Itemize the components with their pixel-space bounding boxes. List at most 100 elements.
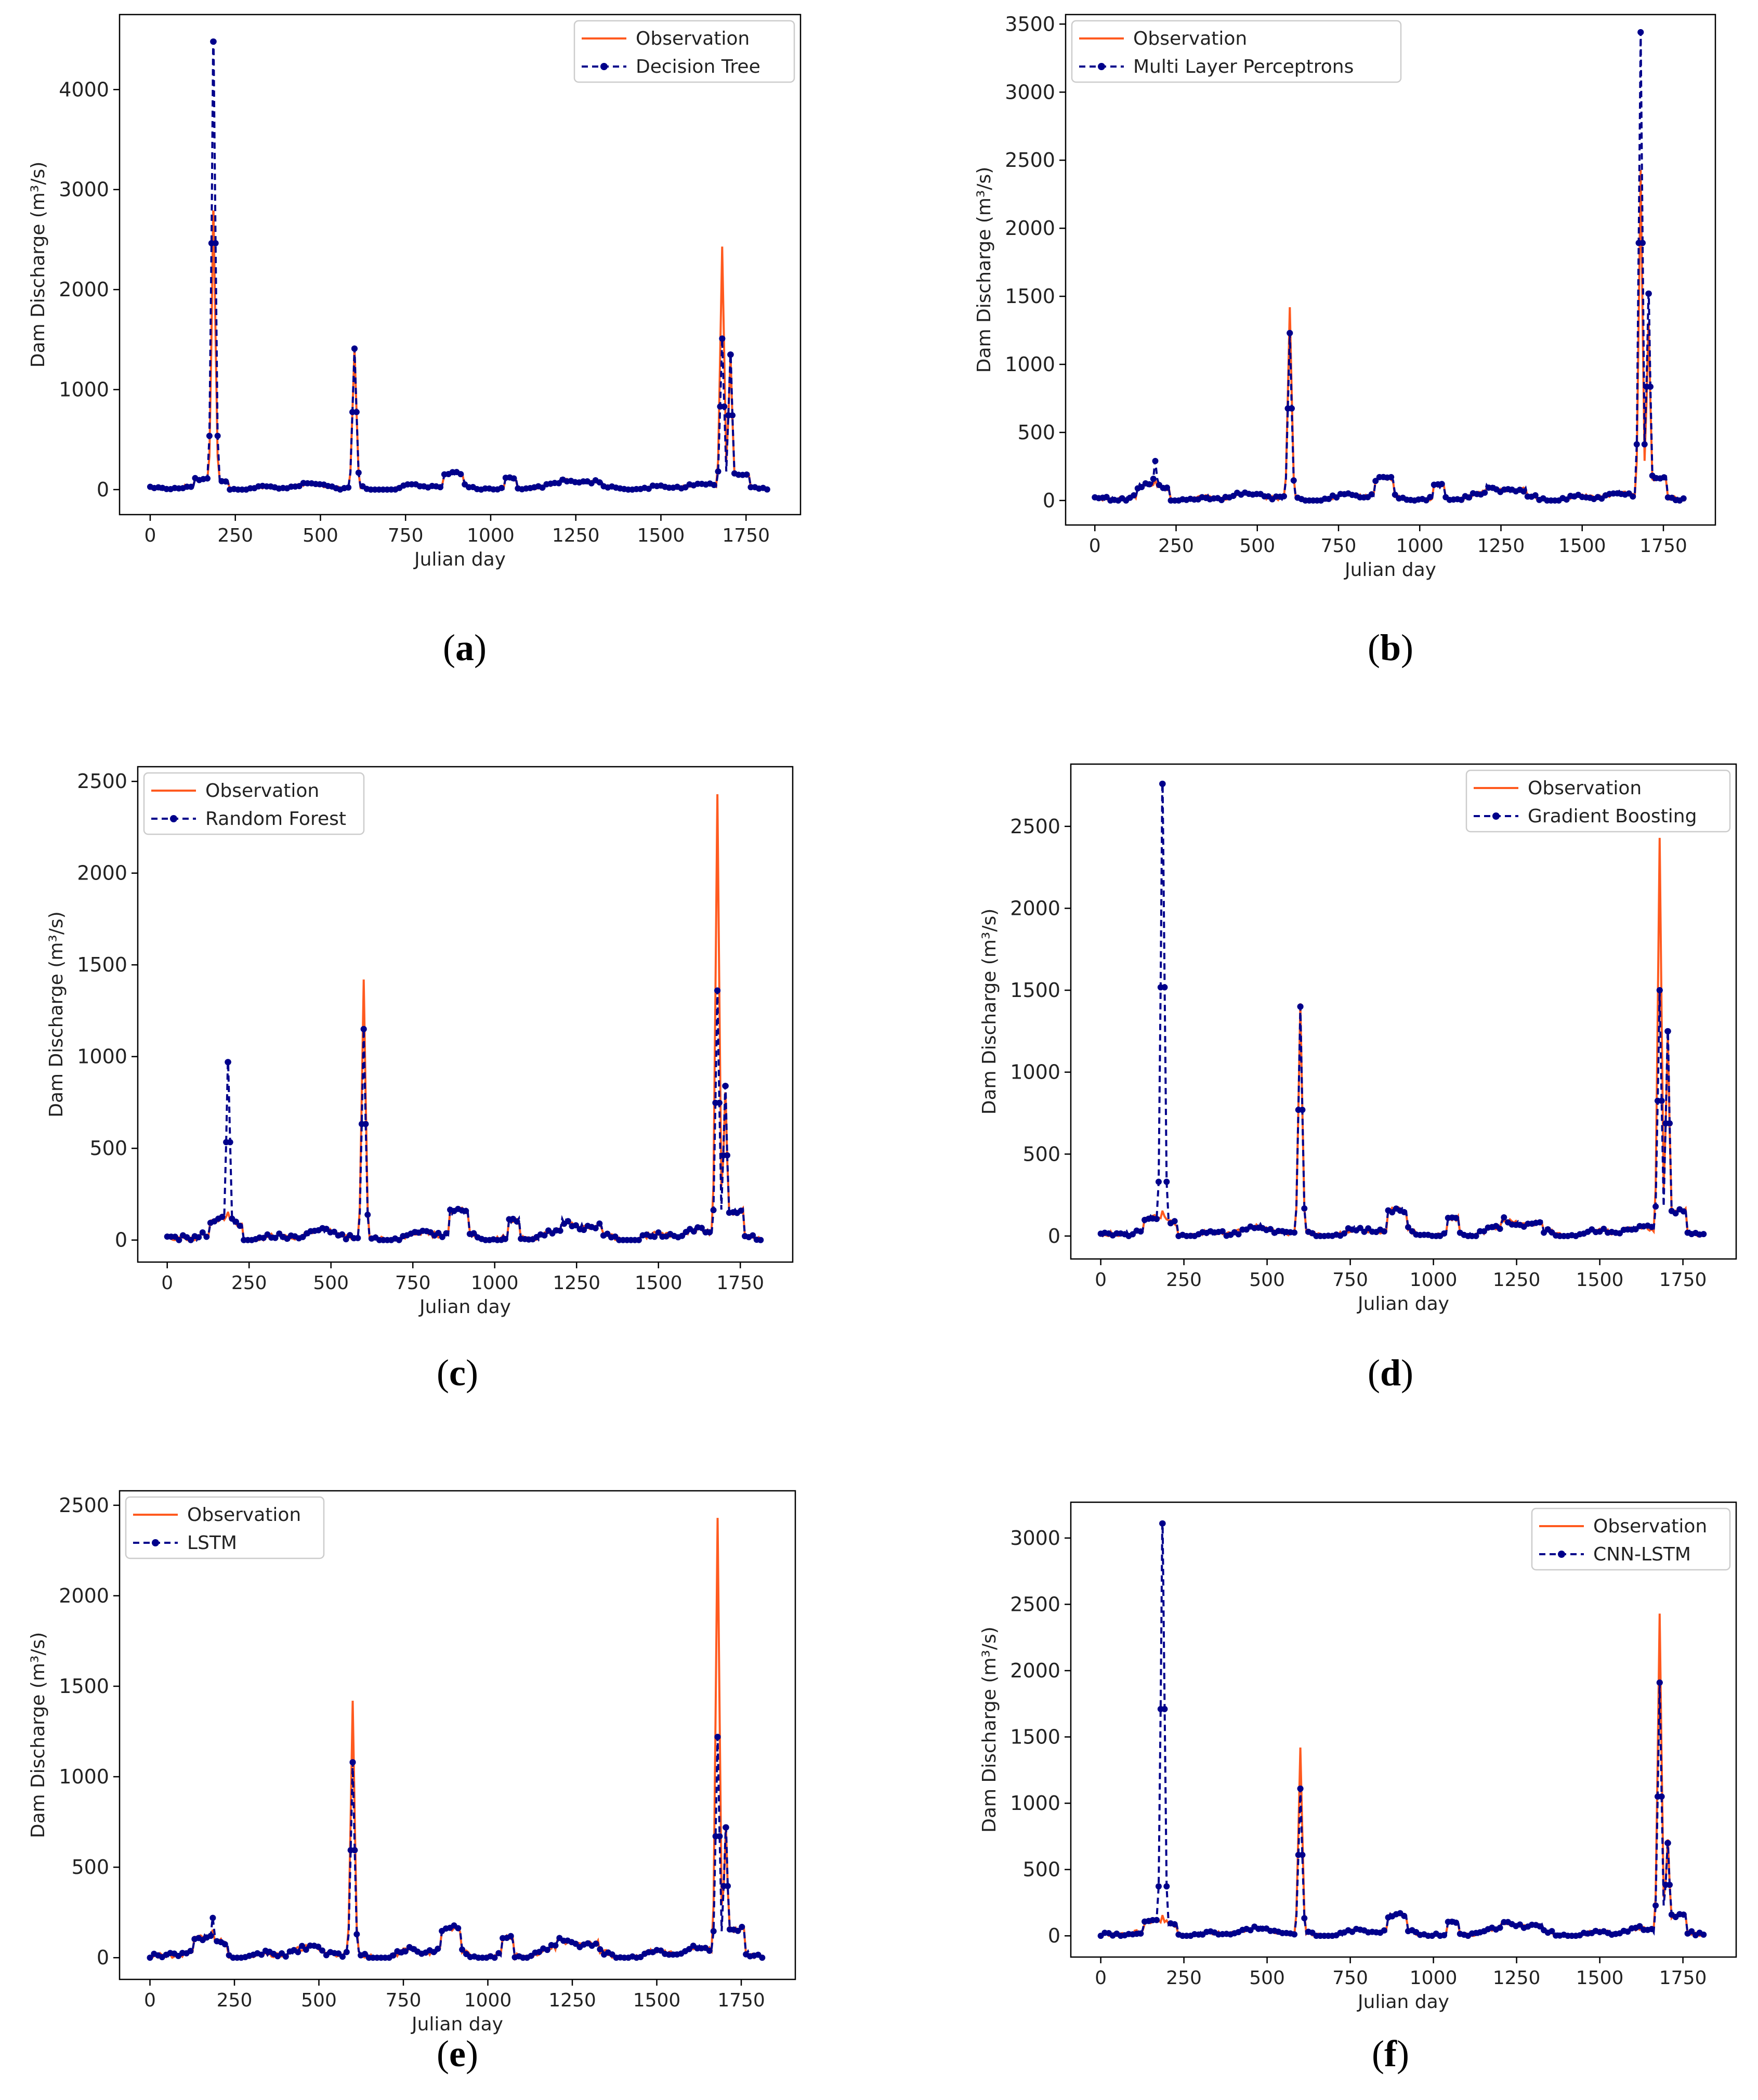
prediction-point [1297, 1003, 1304, 1010]
prediction-point [463, 1208, 469, 1214]
x-tick-label: 250 [1166, 1269, 1202, 1291]
prediction-point [596, 479, 603, 485]
x-tick-label: 1250 [1477, 535, 1525, 557]
prediction-point [1532, 492, 1539, 498]
prediction-point [1680, 1208, 1687, 1215]
y-tick-label: 1000 [77, 1045, 127, 1068]
prediction-point [1290, 477, 1297, 484]
prediction-point [635, 1237, 642, 1243]
prediction-point [714, 987, 721, 994]
prediction-point [402, 1948, 409, 1955]
prediction-point [1637, 29, 1644, 36]
prediction-point [572, 1222, 579, 1229]
prediction-point [1667, 1881, 1673, 1888]
prediction-point [396, 1237, 402, 1243]
prediction-point [690, 1228, 697, 1235]
prediction-point [1291, 1931, 1298, 1938]
prediction-point [1700, 1931, 1707, 1938]
prediction-point [1639, 240, 1646, 246]
prediction-point [364, 1211, 371, 1218]
prediction-point [210, 38, 217, 45]
y-tick-label: 0 [97, 1946, 109, 1969]
y-tick-label: 2500 [1010, 815, 1060, 838]
prediction-point [339, 1953, 346, 1960]
prediction-point [1171, 1218, 1178, 1225]
prediction-point [1652, 1203, 1659, 1210]
y-tick-label: 2500 [1005, 149, 1055, 172]
prediction-point [1700, 1231, 1707, 1238]
prediction-point [1537, 1219, 1543, 1226]
prediction-point [207, 1933, 214, 1939]
x-tick-label: 0 [161, 1272, 173, 1294]
y-tick-label: 1500 [1010, 1726, 1060, 1749]
x-tick-label: 1250 [553, 1272, 600, 1294]
x-tick-label: 1750 [717, 1990, 765, 2011]
x-axis-label: Julian day [1357, 1991, 1449, 2013]
prediction-point [209, 1914, 216, 1921]
prediction-point [206, 432, 213, 439]
x-axis-label: Julian day [1344, 559, 1436, 581]
prediction-point [343, 1236, 349, 1243]
prediction-point [507, 1933, 514, 1939]
prediction-point [679, 1232, 686, 1239]
x-tick-label: 750 [1332, 1269, 1368, 1291]
y-tick-label: 1000 [1010, 1061, 1060, 1084]
y-tick-label: 3000 [1005, 81, 1055, 103]
x-tick-label: 1500 [1576, 1967, 1624, 1989]
prediction-point [557, 1227, 563, 1234]
prediction-point [698, 1225, 705, 1231]
prediction-point [1381, 1228, 1387, 1235]
prediction-point [1652, 1902, 1659, 1909]
prediction-point [719, 335, 726, 342]
legend-box [143, 772, 365, 835]
x-tick-label: 250 [1166, 1967, 1202, 1989]
prediction-point [716, 1099, 723, 1106]
prediction-point [1636, 1923, 1643, 1930]
x-tick-label: 500 [1249, 1967, 1285, 1989]
prediction-point [1161, 984, 1168, 991]
prediction-point [1401, 1912, 1408, 1919]
prediction-point [362, 1121, 369, 1127]
prediction-point [724, 1152, 730, 1159]
x-tick-label: 1500 [637, 525, 685, 546]
chart-panel-f: 0 250 500 750 1000 1250 1500 1750 0 500 1000 1500 20… [915, 1481, 1757, 2043]
prediction-point [1152, 457, 1159, 464]
prediction-point [1281, 493, 1287, 500]
prediction-point [596, 1220, 603, 1227]
prediction-point [299, 1942, 305, 1949]
y-tick-label: 0 [97, 478, 109, 501]
x-tick-label: 0 [1095, 1269, 1107, 1291]
x-tick-label: 1000 [1396, 535, 1444, 557]
prediction-point [353, 409, 360, 415]
y-tick-label: 1000 [1005, 353, 1055, 376]
prediction-point [1658, 1793, 1665, 1800]
prediction-point [729, 412, 736, 419]
prediction-point [355, 1235, 361, 1241]
prediction-point [1680, 1911, 1687, 1918]
x-tick-label: 1250 [1493, 1967, 1541, 1989]
legend-prediction-label: Decision Tree [636, 56, 760, 77]
prediction-point [495, 1950, 502, 1957]
x-axis-label: Julian day [418, 1296, 511, 1318]
y-tick-label: 1000 [59, 378, 109, 401]
prediction-point [1372, 478, 1379, 484]
prediction-point [706, 1947, 713, 1954]
prediction-point [1289, 405, 1295, 412]
prediction-point [1287, 330, 1293, 336]
prediction-point [655, 1229, 662, 1236]
y-axis-label: Dam Discharge (m³/s) [28, 1632, 49, 1839]
prediction-point [176, 1237, 182, 1243]
prediction-point [539, 484, 546, 491]
prediction-point [222, 478, 229, 485]
prediction-point [351, 1847, 358, 1854]
prediction-point [1664, 1840, 1671, 1846]
prediction-point [510, 475, 517, 482]
y-tick-label: 0 [1043, 489, 1055, 512]
y-tick-label: 1000 [1010, 1792, 1060, 1815]
y-tick-label: 1500 [1010, 979, 1060, 1002]
prediction-point [1130, 1231, 1136, 1238]
prediction-point [502, 1236, 508, 1242]
chart-b-svg: 0 250 500 750 1000 1250 1500 1750 0 500 1000 1500 20… [974, 12, 1716, 581]
prediction-point [1392, 491, 1398, 498]
y-tick-label: 2000 [1010, 897, 1060, 920]
